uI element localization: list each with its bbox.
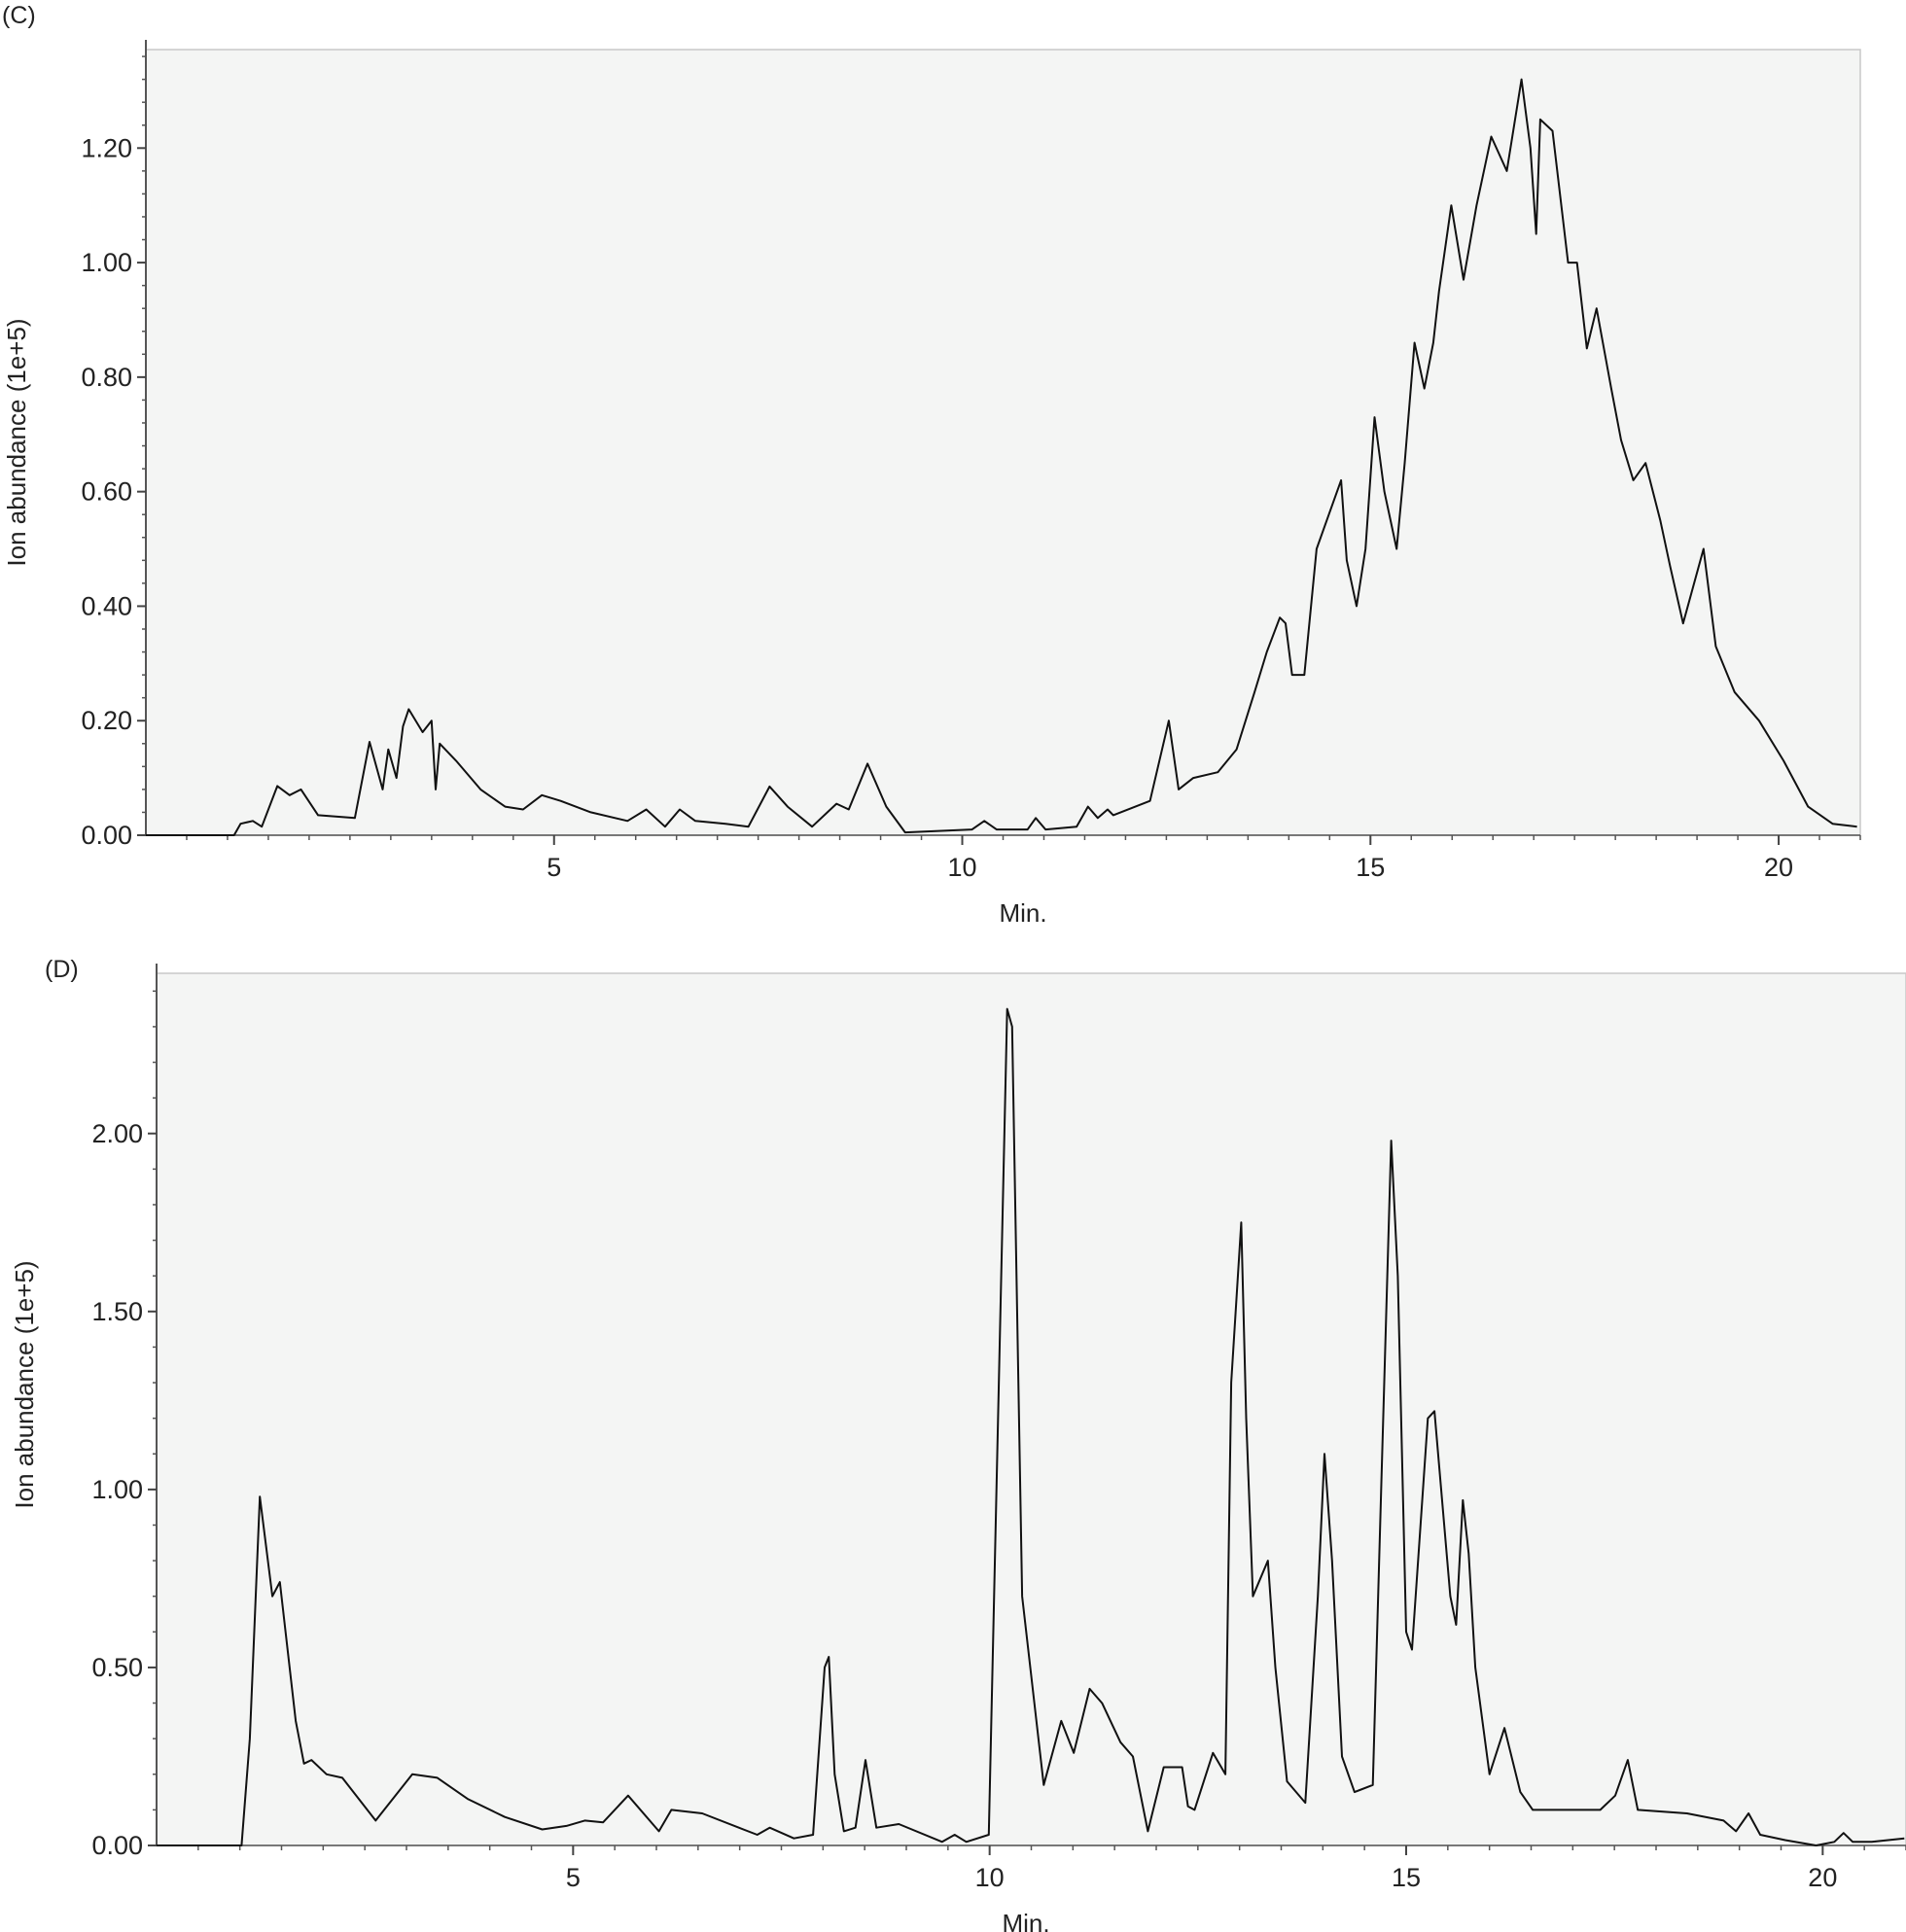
x-tick-label: 15: [1356, 853, 1385, 882]
y-tick-label: 0.40: [81, 591, 132, 620]
y-tick-label: 1.50: [91, 1297, 143, 1326]
y-tick-label: 0.20: [81, 706, 132, 735]
y-axis-title: Ion abundance (1e+5): [10, 1260, 39, 1508]
x-tick-label: 20: [1764, 853, 1793, 882]
x-tick-label: 5: [566, 1863, 581, 1892]
chart-panel-c: (C) Min. Ion abundance (1e+5) 0.00 0.20 0.…: [2, 2, 1861, 928]
y-tick-label: 0.60: [81, 477, 132, 507]
y-tick-label: 0.80: [81, 363, 132, 392]
series-line: [157, 1007, 1905, 1846]
x-tick-label: 10: [975, 1863, 1005, 1892]
y-tick-label: 1.20: [81, 133, 132, 162]
x-tick-label: 10: [948, 853, 977, 882]
plot-area: [156, 972, 1906, 1846]
y-tick-label: 2.00: [91, 1119, 143, 1148]
y-tick-label: 1.00: [91, 1475, 143, 1504]
y-tick-label: 0.50: [91, 1653, 143, 1682]
y-tick-label: 0.00: [91, 1831, 143, 1860]
x-tick-label: 5: [547, 853, 561, 882]
panel-label: (D): [45, 956, 79, 983]
panel-label: (C): [2, 2, 36, 29]
series-line: [146, 78, 1857, 836]
x-axis-title: Min.: [999, 898, 1046, 928]
y-tick-label: 0.00: [81, 821, 132, 850]
x-axis-title: Min.: [1002, 1909, 1049, 1932]
y-axis-title: Ion abundance (1e+5): [2, 318, 31, 566]
chart-panel-d: (D) Min. Ion abundance (1e+5) 0.00 0.50 1.…: [10, 956, 1906, 1932]
plot-area: [145, 49, 1861, 836]
y-tick-label: 1.00: [81, 248, 132, 277]
x-tick-label: 15: [1392, 1863, 1421, 1892]
x-tick-label: 20: [1808, 1863, 1837, 1892]
